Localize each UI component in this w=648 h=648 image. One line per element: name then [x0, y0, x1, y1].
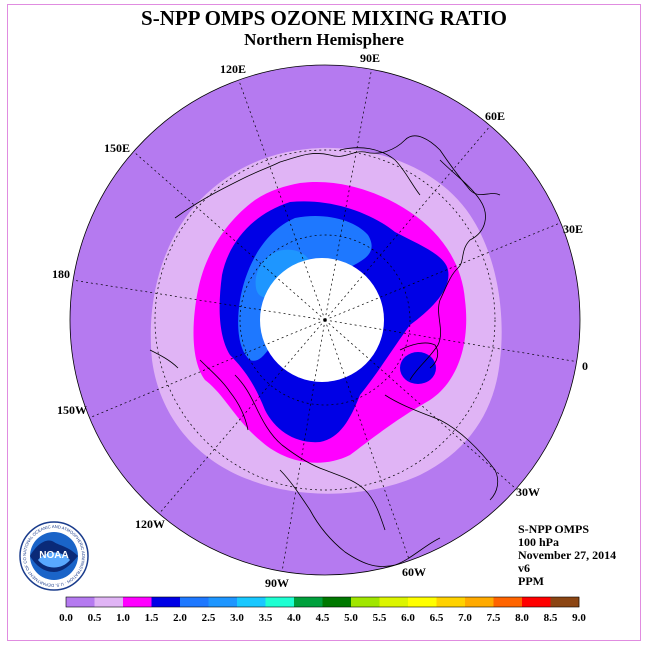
colorbar-tick-label: 7.5 [487, 612, 501, 624]
lon-label-0: 0 [582, 359, 588, 373]
colorbar: 0.0 0.5 1.0 1.5 2.0 2.5 3.0 3.5 4.0 4.5 5.0 5.5 6.0 6… [59, 596, 586, 624]
colorbar-tick-label: 6.0 [401, 612, 415, 624]
colorbar-swatch [265, 597, 295, 607]
lon-label-30e: 30E [563, 222, 583, 236]
lon-label-150w: 150W [57, 403, 87, 417]
lon-label-60w: 60W [402, 565, 426, 579]
lon-label-60e: 60E [485, 109, 505, 123]
ozone-band-1-5-patch [400, 352, 436, 384]
lon-label-180: 180 [52, 267, 70, 281]
lon-label-150e: 150E [104, 141, 130, 155]
colorbar-swatch [94, 597, 124, 607]
lon-label-120e: 120E [220, 62, 246, 76]
colorbar-tick-label: 1.5 [145, 612, 159, 624]
colorbar-tick-label: 5.5 [373, 612, 387, 624]
colorbar-tick-label: 5.0 [344, 612, 358, 624]
map-boundary [69, 64, 581, 576]
colorbar-tick-label: 1.0 [116, 612, 130, 624]
map-title: S-NPP OMPS OZONE MIXING RATIO [141, 6, 507, 30]
longitude-labels: 90E 60E 30E 0 30W 60W 90W 120W 150W 180 … [52, 51, 588, 590]
missing-data-polar-cap [260, 258, 384, 382]
info-date: November 27, 2014 [518, 548, 617, 562]
info-instrument: S-NPP OMPS [518, 522, 589, 536]
colorbar-swatch [208, 597, 238, 607]
colorbar-swatch [151, 597, 181, 607]
graticule [71, 66, 580, 573]
info-version: v6 [518, 561, 530, 575]
colorbar-tick-label: 2.0 [173, 612, 187, 624]
colorbar-swatch [294, 597, 323, 607]
noaa-logo: NOAA NATIONAL OCEANIC AND ATMOSPHERIC AD… [18, 520, 89, 591]
colorbar-tick-label: 0.0 [59, 612, 73, 624]
colorbar-tick-label: 7.0 [458, 612, 472, 624]
coastlines [149, 135, 501, 567]
info-level: 100 hPa [518, 535, 560, 549]
colorbar-swatch [180, 597, 209, 607]
colorbar-swatch [436, 597, 466, 607]
colorbar-outline [65, 596, 580, 608]
figure-frame [7, 4, 641, 641]
colorbar-swatch [408, 597, 437, 607]
lon-label-90w: 90W [265, 576, 289, 590]
colorbar-tick-label: 2.5 [202, 612, 216, 624]
colorbar-swatch [522, 597, 551, 607]
colorbar-swatch [379, 597, 409, 607]
colorbar-tick-label: 0.5 [88, 612, 102, 624]
info-panel: S-NPP OMPS 100 hPa November 27, 2014 v6 … [518, 523, 616, 588]
lon-label-90e: 90E [360, 51, 380, 65]
map-subtitle: Northern Hemisphere [244, 30, 404, 49]
info-units: PPM [518, 574, 544, 588]
lon-label-30w: 30W [516, 485, 540, 499]
colorbar-tick-label: 3.5 [259, 612, 273, 624]
colorbar-swatch [465, 597, 494, 607]
colorbar-swatch [322, 597, 352, 607]
colorbar-swatch [237, 597, 266, 607]
colorbar-swatch [351, 597, 380, 607]
lon-label-120w: 120W [135, 517, 165, 531]
logo-text: NOAA [39, 550, 68, 561]
colorbar-swatch [66, 597, 95, 607]
colorbar-swatch [493, 597, 523, 607]
colorbar-tick-label: 8.0 [515, 612, 529, 624]
colorbar-tick-label: 9.0 [572, 612, 586, 624]
colorbar-tick-label: 6.5 [430, 612, 444, 624]
colorbar-tick-label: 8.5 [544, 612, 558, 624]
colorbar-tick-label: 4.0 [287, 612, 301, 624]
colorbar-swatch [550, 597, 580, 607]
colorbar-tick-label: 3.0 [230, 612, 244, 624]
colorbar-tick-label: 4.5 [316, 612, 330, 624]
colorbar-swatch [123, 597, 152, 607]
